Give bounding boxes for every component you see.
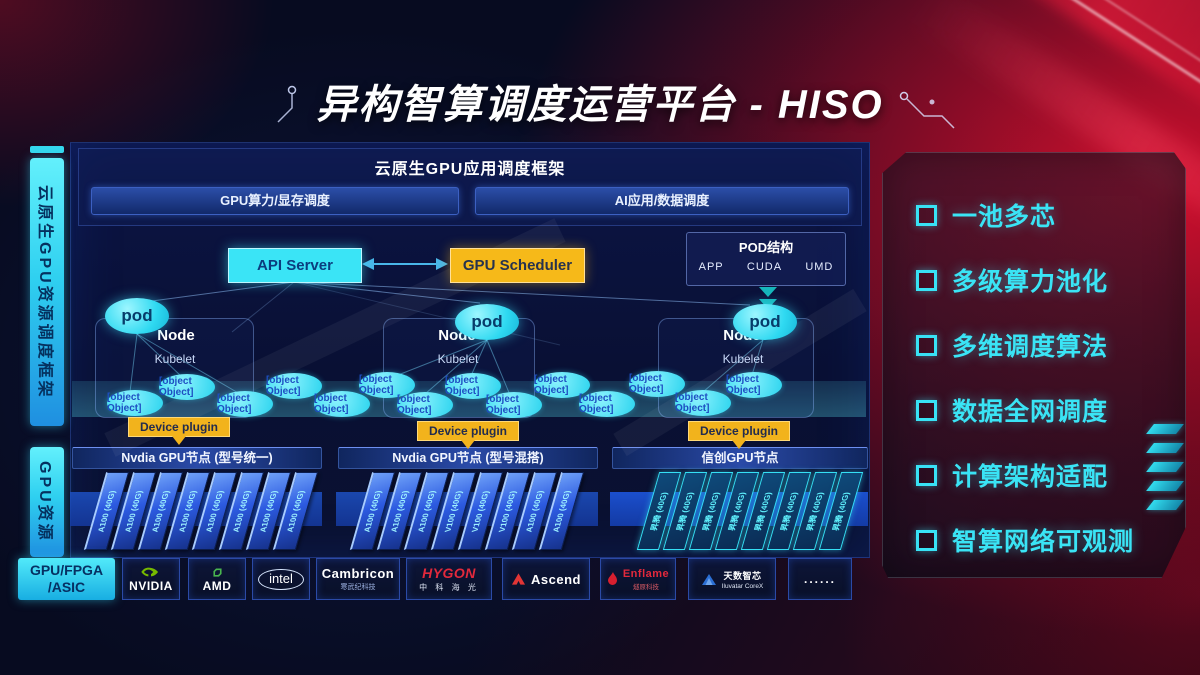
pod-structure-item: CUDA bbox=[746, 261, 783, 273]
vendor-brand: Cambricon bbox=[321, 566, 395, 581]
gpu-cards-xinchuang: 昇腾 (40G) 昇腾 (40G) 昇腾 (40G) 昇腾 (40G) 昇腾 (40G)… bbox=[610, 470, 868, 554]
gpu-unit-ellipse: [object Object] bbox=[159, 374, 215, 400]
vendor-subtitle: 燧原科技 bbox=[632, 583, 659, 591]
feature-item: 一池多芯 bbox=[916, 198, 1056, 232]
sidebar-framework-text: 云原生GPU资源调度框架 bbox=[36, 184, 53, 400]
pod-structure-box: POD结构 APP CUDA UMD bbox=[686, 232, 846, 286]
vendor-brand: 天数智芯 bbox=[723, 570, 762, 581]
feature-item: 多维调度算法 bbox=[916, 328, 1108, 362]
gpu-unit-ellipse: [object Object] bbox=[629, 371, 685, 397]
sidebar-label-gpu-resources: GPU资源 bbox=[30, 447, 64, 557]
sidebar-label-framework: 云原生GPU资源调度框架 bbox=[30, 158, 64, 426]
checkbox-icon bbox=[916, 399, 937, 421]
vendor-brand: Enflame bbox=[622, 567, 670, 580]
kubelet-label-2: Kubelet bbox=[437, 352, 479, 366]
vendor-intel: intel bbox=[252, 558, 310, 600]
vendor-brand: HYGON bbox=[422, 565, 476, 581]
node-label-1: Node bbox=[157, 327, 195, 344]
vendor-ascend: Ascend bbox=[502, 558, 590, 600]
gpu-unit-ellipse: [object Object] bbox=[359, 372, 415, 398]
white-light-streak bbox=[1083, 0, 1200, 79]
gpu-unit-ellipse: [object Object] bbox=[445, 373, 501, 399]
gpu-unit-ellipse: [object Object] bbox=[534, 372, 590, 398]
vendor-subtitle: 中 科 海 光 bbox=[419, 583, 479, 592]
gpu-unit-ellipse: [object Object] bbox=[397, 392, 453, 418]
api-server-box: API Server bbox=[228, 248, 362, 283]
gpu-unit-ellipse: [object Object] bbox=[486, 392, 542, 418]
circuit-decor-left-icon bbox=[277, 85, 297, 123]
vendor-enflame: Enflame 燧原科技 bbox=[600, 558, 676, 600]
page-title: 异构智算调度运营平台 - HISO bbox=[316, 83, 884, 127]
kubelet-label-3: Kubelet bbox=[722, 352, 764, 366]
feature-item: 数据全网调度 bbox=[916, 393, 1108, 427]
checkbox-icon bbox=[916, 269, 937, 291]
gpu-unit-ellipse: [object Object] bbox=[314, 391, 370, 417]
vendor-others: ...... bbox=[788, 558, 852, 600]
white-light-streak bbox=[1030, 0, 1200, 121]
checkbox-icon bbox=[916, 204, 937, 226]
vendor-cambricon: Cambricon 寒武纪科技 bbox=[316, 558, 400, 600]
gpu-unit-ellipse: [object Object] bbox=[107, 390, 163, 416]
enflame-logo-icon bbox=[607, 572, 617, 585]
vendor-brand: Ascend bbox=[531, 571, 581, 587]
pod-ellipse-3: pod bbox=[733, 304, 797, 340]
pod-structure-item: UMD bbox=[805, 261, 834, 273]
checkbox-icon bbox=[916, 529, 937, 551]
vendor-brand: ...... bbox=[803, 572, 836, 586]
checkbox-icon bbox=[916, 464, 937, 486]
framework-title: 云原生GPU应用调度框架 bbox=[374, 161, 566, 178]
vendor-brand: NVIDIA bbox=[129, 579, 173, 593]
hardware-label-line2: /ASIC bbox=[47, 579, 86, 595]
circuit-decor-right-icon bbox=[899, 91, 955, 129]
section-header-nvidia-mixed: Nvdia GPU节点 (型号混搭) bbox=[338, 447, 598, 469]
feature-item: 多级算力池化 bbox=[916, 263, 1108, 297]
gpu-scheduler-box: GPU Scheduler bbox=[450, 248, 585, 283]
feature-item: 智算网络可观测 bbox=[916, 523, 1134, 557]
sidebar-gpu-text: GPU资源 bbox=[36, 461, 53, 543]
intel-logo-icon: intel bbox=[258, 568, 304, 590]
vendor-amd: AMD bbox=[188, 558, 246, 600]
vendor-subtitle: Iluvatar CoreX bbox=[721, 582, 764, 590]
device-plugin-1: Device plugin bbox=[128, 417, 230, 445]
nvidia-logo-icon bbox=[141, 567, 158, 577]
vendor-brand: AMD bbox=[202, 578, 232, 593]
amd-logo-icon bbox=[212, 567, 222, 577]
gpu-unit-ellipse: [object Object] bbox=[726, 372, 782, 398]
section-header-nvidia-uniform: Nvdia GPU节点 (型号统一) bbox=[72, 447, 322, 469]
device-plugin-2: Device plugin bbox=[417, 421, 519, 449]
gpu-unit-ellipse: [object Object] bbox=[217, 391, 273, 417]
checkbox-icon bbox=[916, 334, 937, 356]
vendor-iluvatar: 天数智芯 Iluvatar CoreX bbox=[688, 558, 776, 600]
vendor-nvidia: NVIDIA bbox=[122, 558, 180, 600]
framework-header-box: 云原生GPU应用调度框架 GPU算力/显存调度 AI应用/数据调度 bbox=[78, 148, 862, 226]
gpu-cards-mixed: A100 (40G) A100 (40G) A100 (40G) V100 (40G)… bbox=[336, 470, 598, 554]
gpu-unit-ellipse: [object Object] bbox=[266, 373, 322, 399]
feature-item: 计算架构适配 bbox=[916, 458, 1108, 492]
ascend-logo-icon bbox=[511, 573, 526, 585]
pod-ellipse-1: pod bbox=[105, 298, 169, 334]
pod-structure-title: POD结构 bbox=[738, 240, 794, 255]
kubelet-label-1: Kubelet bbox=[154, 352, 196, 366]
gpu-cards-uniform: A100 (40G) A100 (40G) A100 (40G) A100 (40G)… bbox=[70, 470, 322, 554]
feature-panel: 一池多芯 多级算力池化 多维调度算法 数据全网调度 bbox=[882, 152, 1186, 578]
compute-scheduling-bar: GPU算力/显存调度 bbox=[91, 187, 459, 215]
hardware-label-line1: GPU/FPGA bbox=[29, 562, 104, 578]
hardware-type-label: GPU/FPGA /ASIC bbox=[18, 558, 115, 600]
pod-structure-item: APP bbox=[698, 261, 724, 273]
gpu-unit-ellipse: [object Object] bbox=[675, 390, 731, 416]
hazard-stripes-decor bbox=[1146, 424, 1184, 519]
device-plugin-3: Device plugin bbox=[688, 421, 790, 449]
iluvatar-logo-icon bbox=[701, 573, 716, 585]
sidebar-accent bbox=[30, 146, 64, 153]
vendor-hygon: HYGON 中 科 海 光 bbox=[406, 558, 492, 600]
vendor-subtitle: 寒武纪科技 bbox=[340, 584, 376, 591]
pod-ellipse-2: pod bbox=[455, 304, 519, 340]
ai-data-scheduling-bar: AI应用/数据调度 bbox=[475, 187, 849, 215]
gpu-unit-ellipse: [object Object] bbox=[579, 391, 635, 417]
